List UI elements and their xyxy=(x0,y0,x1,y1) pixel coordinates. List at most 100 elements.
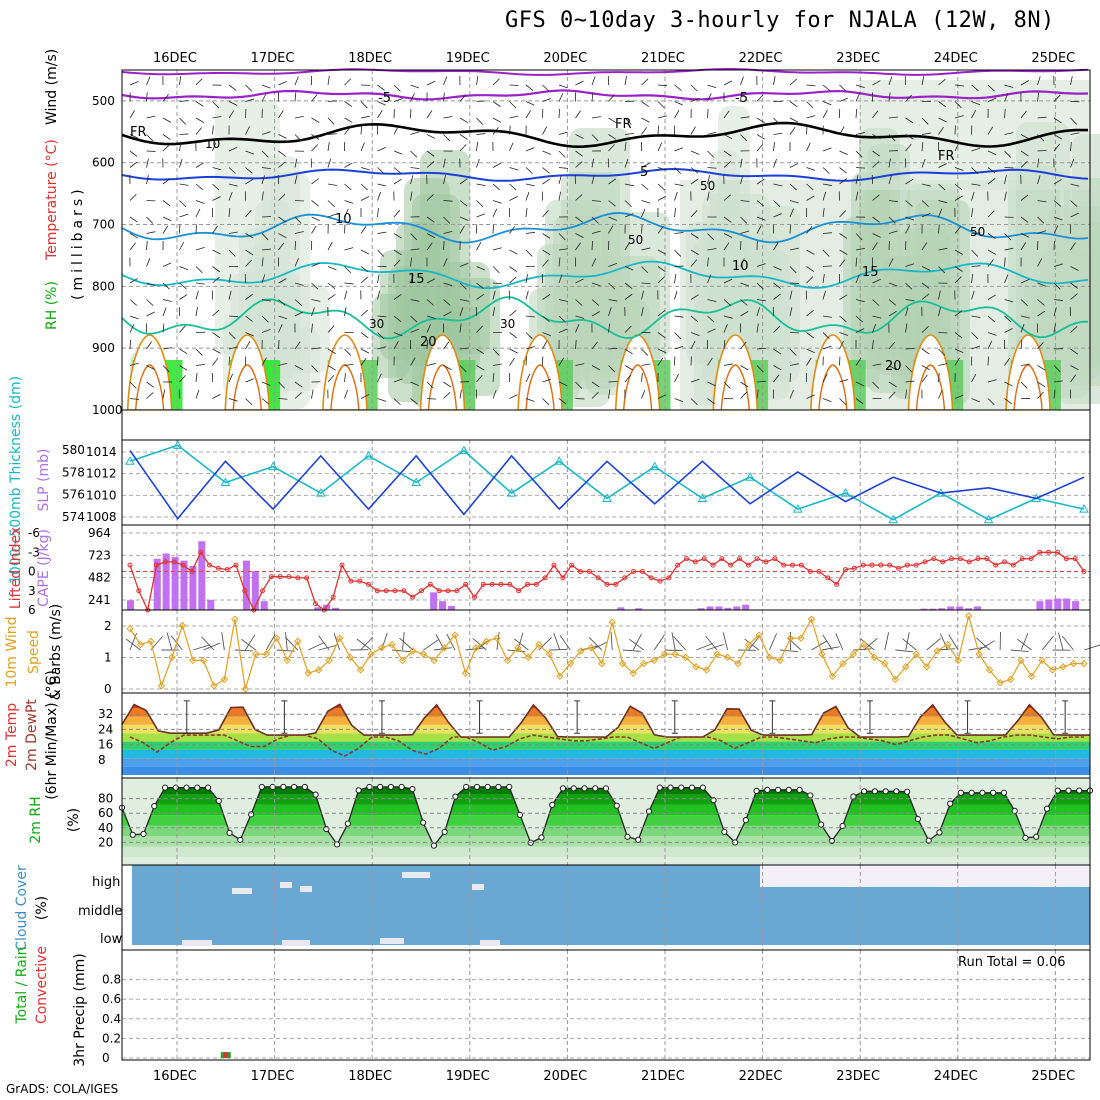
wind-barb xyxy=(513,638,529,651)
wind-barb xyxy=(591,258,597,267)
cloud-gap xyxy=(402,872,430,878)
wind-barb xyxy=(443,175,447,185)
wind-barb xyxy=(476,293,485,300)
wind-barb xyxy=(822,398,832,403)
wind-barb xyxy=(872,134,881,140)
wind-barb xyxy=(987,398,995,406)
wind-barb xyxy=(773,183,783,187)
precip-tick: 0.2 xyxy=(102,1031,121,1045)
wind-barb xyxy=(410,357,416,366)
wind-barb xyxy=(839,315,847,323)
wind-barb xyxy=(902,638,917,651)
wind-barb xyxy=(459,282,467,290)
temp-minmax-bar xyxy=(574,700,581,734)
wind-barb xyxy=(575,110,581,119)
wind-barb xyxy=(129,216,138,223)
wind-barb xyxy=(327,374,335,383)
wind-barb xyxy=(987,178,996,185)
wind-barb xyxy=(971,109,977,119)
wind-barb xyxy=(773,348,782,355)
rh-point xyxy=(1033,833,1040,840)
cape-bar xyxy=(635,608,643,610)
wind-speed-point xyxy=(388,640,396,649)
wind-barb xyxy=(228,183,238,187)
wind-barb xyxy=(558,167,568,169)
wind-barb xyxy=(426,381,434,389)
thickness-series-point xyxy=(745,472,755,481)
wind-barb xyxy=(938,390,943,399)
wind-barb xyxy=(278,134,287,139)
wind-barb xyxy=(311,282,319,290)
wind-barb xyxy=(575,194,583,201)
wind-barb xyxy=(695,643,714,651)
wind-speed-point xyxy=(765,653,774,661)
wind-barb xyxy=(756,299,766,302)
wind-barb xyxy=(476,365,485,371)
wind-speed-point xyxy=(1027,672,1036,681)
wind-barb xyxy=(888,391,896,399)
wind-barb xyxy=(921,293,930,300)
wind-barb xyxy=(588,636,603,651)
wind-barb xyxy=(756,200,765,207)
wind-speed-point xyxy=(283,656,291,665)
rh-point xyxy=(334,841,341,848)
lifted-index-point xyxy=(728,562,734,568)
wind-speed-point xyxy=(566,659,575,668)
wind-barb xyxy=(926,638,941,651)
wind-barb xyxy=(129,134,139,139)
wind-barb xyxy=(308,641,325,651)
wind-speed-point xyxy=(828,672,837,681)
date-label-top: 21DEC xyxy=(641,51,685,66)
lifted-index-point xyxy=(763,559,769,565)
rh-point xyxy=(764,786,771,793)
wind-speed-point xyxy=(870,653,879,661)
wind-barb xyxy=(492,290,496,300)
wind-barb xyxy=(657,348,667,354)
lifted-index-point xyxy=(472,594,477,600)
wind-speed-point xyxy=(451,631,459,639)
wind-barb xyxy=(921,117,929,125)
cloud-gap xyxy=(282,940,310,946)
wind-barb xyxy=(228,146,238,152)
wind-barb xyxy=(657,357,664,366)
wind-barb xyxy=(921,325,929,333)
wind-barb xyxy=(1020,340,1023,350)
wind-speed-point xyxy=(356,666,365,674)
wind-barb xyxy=(245,398,253,406)
wind-barb xyxy=(624,142,627,152)
wind-barb xyxy=(1020,150,1029,157)
wind-barb xyxy=(657,84,668,87)
wind-barb xyxy=(674,84,682,91)
rh-tick: 80 xyxy=(98,792,113,806)
wind-barb xyxy=(344,290,348,300)
wind-barb xyxy=(756,347,767,350)
wind-barb xyxy=(426,150,435,157)
wind-barb xyxy=(888,116,898,119)
wind-barb xyxy=(559,635,571,651)
wind-barb xyxy=(377,315,387,318)
rh-point xyxy=(420,819,427,826)
wind-speed-point xyxy=(325,656,333,665)
wind-barb xyxy=(855,191,859,201)
wind-barb xyxy=(855,357,862,366)
temperature-contour-label: FR xyxy=(938,149,955,164)
rh-point xyxy=(280,783,287,791)
rh-point xyxy=(215,797,222,805)
wind-barb xyxy=(192,644,211,651)
wind-barb xyxy=(327,142,330,152)
lifted-index-point xyxy=(754,556,760,562)
wind-barb xyxy=(360,101,368,109)
wind-speed-point xyxy=(786,634,795,642)
wind-barb xyxy=(542,259,549,267)
wind-barb xyxy=(591,391,599,399)
wind-barb xyxy=(360,348,370,354)
wind-barb xyxy=(674,191,678,201)
wind-speed-point xyxy=(860,640,868,649)
wind-speed-tick: 1 xyxy=(104,651,112,665)
wind-barb xyxy=(212,125,214,135)
wind-barb xyxy=(839,84,847,92)
wind-barb xyxy=(443,216,451,224)
wind-barb xyxy=(443,381,452,388)
wind-barb xyxy=(657,394,667,399)
wind-barb xyxy=(624,293,633,300)
